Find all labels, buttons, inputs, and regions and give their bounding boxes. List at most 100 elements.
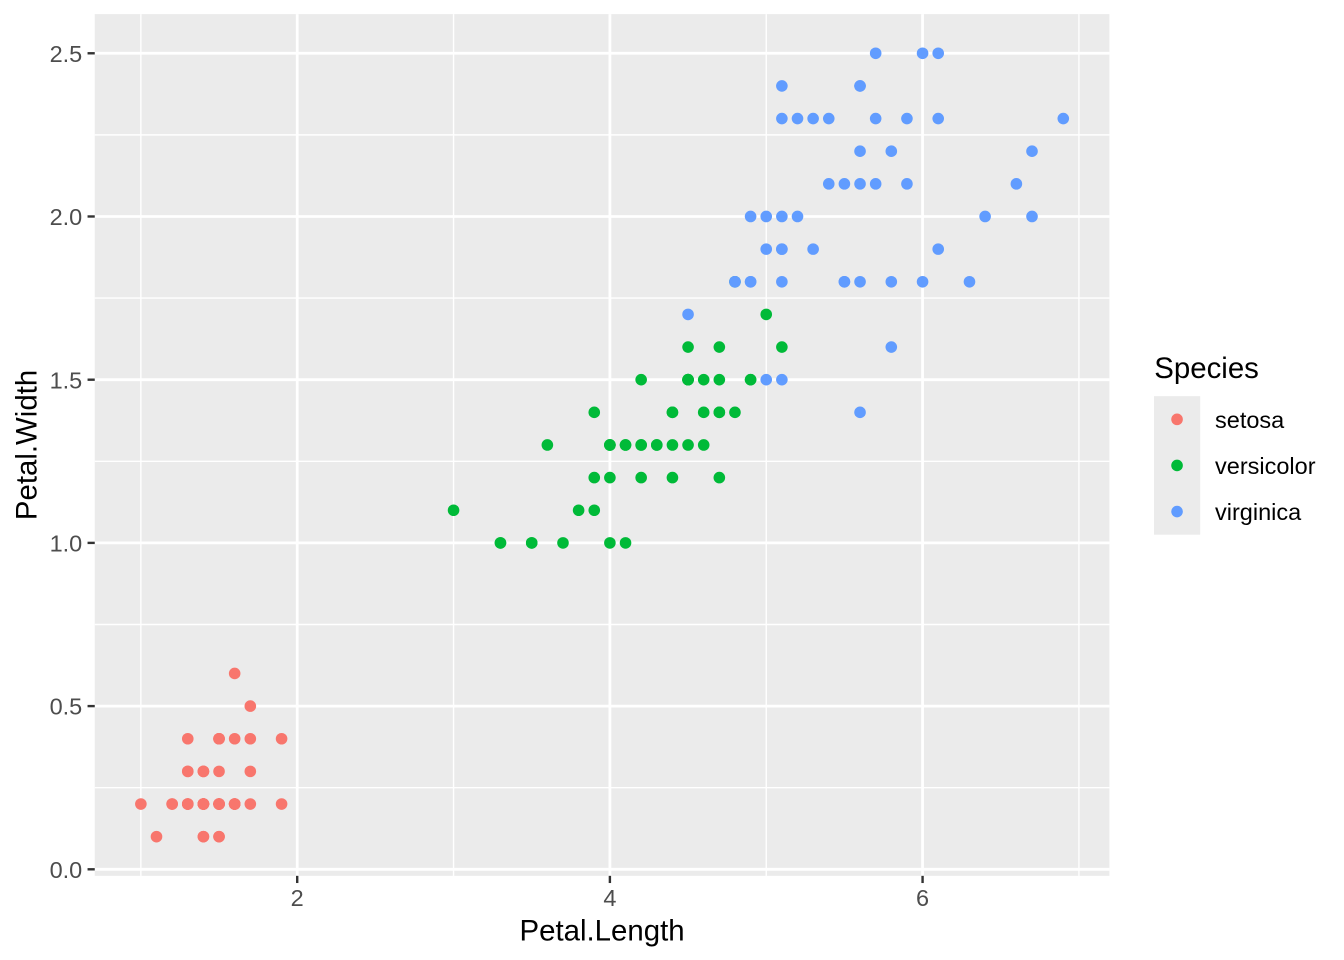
data-point bbox=[697, 373, 710, 386]
data-point bbox=[1057, 112, 1070, 125]
data-point bbox=[807, 112, 819, 125]
data-point bbox=[744, 373, 757, 386]
data-point bbox=[635, 471, 647, 484]
y-axis-title: Petal.Width bbox=[11, 370, 44, 520]
data-point bbox=[682, 341, 694, 353]
data-point bbox=[869, 178, 882, 190]
data-point bbox=[275, 798, 288, 810]
legend-label: setosa bbox=[1215, 407, 1285, 433]
data-point bbox=[166, 798, 178, 810]
data-point bbox=[135, 798, 147, 810]
data-point bbox=[244, 765, 257, 778]
data-point bbox=[807, 243, 819, 255]
data-point bbox=[776, 275, 788, 288]
data-point bbox=[275, 732, 288, 745]
data-point bbox=[588, 406, 601, 419]
x-axis-ticks bbox=[296, 875, 924, 884]
data-point bbox=[963, 275, 976, 288]
data-point bbox=[181, 732, 194, 745]
data-point bbox=[557, 537, 569, 549]
data-point bbox=[932, 112, 945, 125]
data-point bbox=[228, 732, 241, 745]
data-point bbox=[197, 765, 210, 778]
data-point bbox=[776, 210, 788, 223]
data-point bbox=[604, 471, 616, 484]
data-point bbox=[541, 439, 554, 451]
data-point bbox=[901, 112, 913, 125]
data-point bbox=[822, 178, 835, 190]
data-point bbox=[244, 700, 257, 712]
legend: Species setosa versicolor virginica bbox=[1154, 352, 1316, 535]
data-point bbox=[932, 47, 945, 60]
data-point bbox=[885, 341, 898, 353]
data-point bbox=[619, 537, 632, 549]
x-tick-label: 4 bbox=[603, 885, 616, 911]
data-point bbox=[197, 830, 210, 843]
data-point bbox=[979, 210, 991, 223]
series-virginica bbox=[682, 47, 1070, 419]
data-point bbox=[588, 471, 601, 484]
y-tick-label: 2.5 bbox=[50, 41, 83, 67]
data-point bbox=[760, 210, 773, 223]
legend-key-point bbox=[1171, 459, 1183, 472]
data-point bbox=[885, 275, 898, 288]
data-point bbox=[697, 406, 710, 419]
data-point bbox=[854, 145, 866, 157]
data-point bbox=[682, 308, 694, 321]
y-tick-label: 1.0 bbox=[50, 530, 83, 556]
data-point bbox=[713, 471, 726, 484]
y-tick-label: 0.0 bbox=[50, 857, 83, 883]
data-point bbox=[854, 275, 866, 288]
legend-keys: setosa versicolor virginica bbox=[1154, 396, 1316, 535]
legend-label: virginica bbox=[1215, 499, 1302, 525]
data-point bbox=[213, 732, 225, 745]
x-tick-label: 6 bbox=[916, 885, 929, 911]
data-point bbox=[181, 765, 194, 778]
x-axis-tick-labels: 2 4 6 bbox=[291, 885, 929, 911]
x-tick-label: 2 bbox=[291, 885, 304, 911]
data-point bbox=[729, 406, 741, 419]
data-point bbox=[525, 537, 538, 549]
gridlines-minor bbox=[94, 14, 1110, 876]
data-point bbox=[213, 765, 225, 778]
data-point bbox=[916, 275, 929, 288]
data-point bbox=[854, 80, 866, 92]
data-point bbox=[869, 47, 882, 60]
data-point bbox=[869, 112, 882, 125]
data-point bbox=[776, 243, 788, 255]
data-point bbox=[838, 275, 851, 288]
data-point bbox=[682, 439, 694, 451]
data-point bbox=[588, 504, 601, 517]
data-point bbox=[650, 439, 663, 451]
data-point bbox=[776, 80, 788, 92]
y-tick-label: 1.5 bbox=[50, 367, 83, 393]
y-tick-label: 2.0 bbox=[50, 204, 83, 230]
data-point bbox=[760, 243, 773, 255]
data-point bbox=[150, 830, 163, 843]
data-point bbox=[822, 112, 835, 125]
data-point bbox=[713, 406, 726, 419]
data-point bbox=[181, 798, 194, 810]
data-point bbox=[776, 341, 788, 353]
data-point bbox=[619, 439, 632, 451]
data-point bbox=[697, 439, 710, 451]
data-point bbox=[854, 406, 866, 419]
data-point bbox=[760, 308, 773, 321]
data-point bbox=[244, 798, 257, 810]
data-point bbox=[197, 798, 210, 810]
y-axis-tick-labels: 0.0 0.5 1.0 1.5 2.0 2.5 bbox=[50, 41, 83, 883]
series-setosa bbox=[135, 667, 288, 843]
data-point bbox=[916, 47, 929, 60]
legend-entry-virginica: virginica bbox=[1154, 488, 1302, 535]
data-point bbox=[572, 504, 585, 517]
data-point bbox=[635, 439, 647, 451]
data-point bbox=[713, 341, 726, 353]
data-point bbox=[1026, 210, 1038, 223]
data-point bbox=[244, 732, 257, 745]
data-point bbox=[744, 210, 757, 223]
data-point bbox=[604, 537, 616, 549]
y-tick-label: 0.5 bbox=[50, 694, 83, 720]
y-axis-ticks bbox=[87, 52, 95, 871]
data-point bbox=[776, 112, 788, 125]
